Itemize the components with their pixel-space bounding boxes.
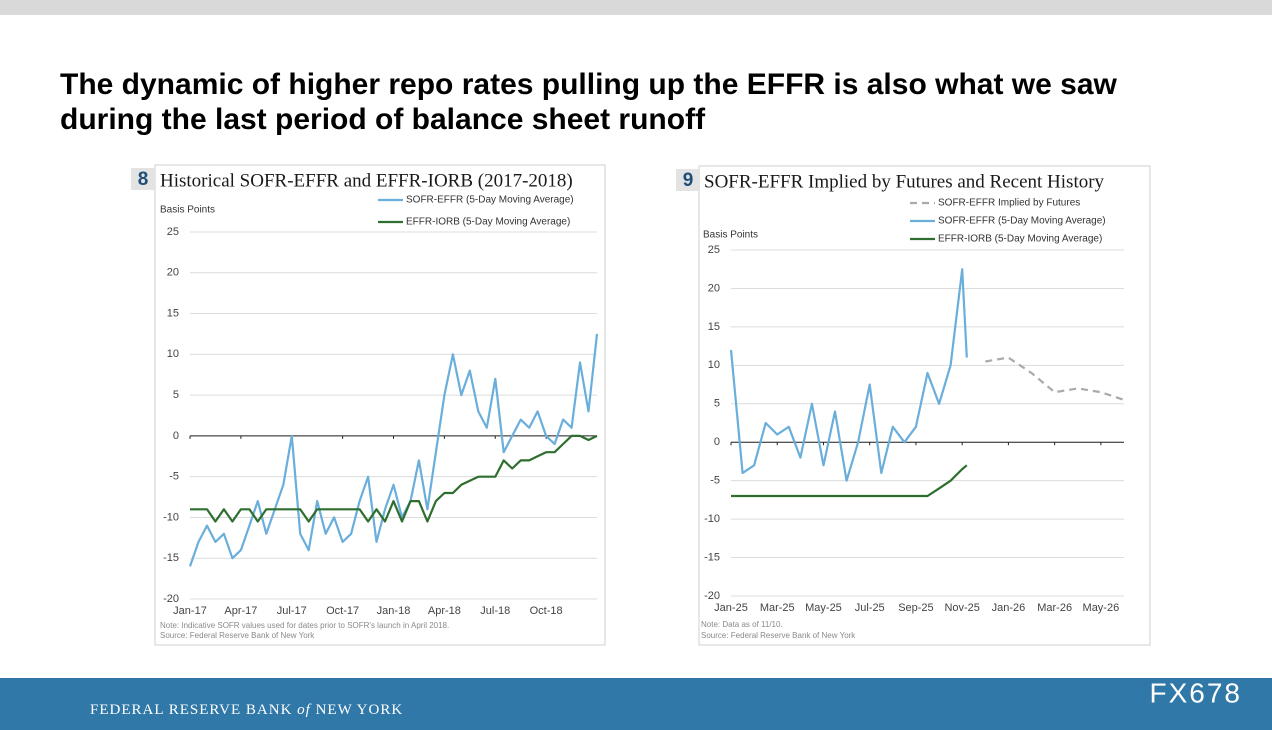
chart-panel	[698, 165, 1151, 646]
y-tick-label: 15	[708, 321, 720, 333]
slide-title: during the last period of balance sheet …	[60, 103, 706, 136]
x-tick-label: Mar-26	[1037, 602, 1072, 614]
chart-note: Note: Data as of 11/10.	[701, 620, 783, 629]
y-tick-label: -15	[163, 552, 179, 564]
y-tick-label: 25	[167, 226, 179, 238]
x-tick-label: Jan-25	[714, 602, 748, 614]
y-tick-label: -10	[704, 513, 720, 525]
y-axis-label: Basis Points	[160, 205, 215, 216]
x-tick-label: Nov-25	[944, 602, 979, 614]
x-tick-label: Oct-18	[530, 605, 563, 617]
watermark: FX678	[1150, 677, 1243, 708]
footer-org-part: of	[297, 702, 312, 718]
footer-org-part: FEDERAL RESERVE BANK	[90, 702, 292, 718]
x-tick-label: Jul-25	[855, 602, 885, 614]
slide-title: The dynamic of higher repo rates pulling…	[60, 68, 1118, 101]
y-tick-label: 10	[708, 359, 720, 371]
y-tick-label: 25	[708, 244, 720, 256]
legend-label: EFFR-IORB (5-Day Moving Average)	[406, 217, 570, 228]
chart-source: Source: Federal Reserve Bank of New York	[701, 631, 856, 640]
x-tick-label: Jan-26	[992, 602, 1026, 614]
legend-label: SOFR-EFFR (5-Day Moving Average)	[406, 195, 574, 206]
chart-badge	[676, 169, 700, 191]
x-tick-label: Sep-25	[898, 602, 933, 614]
y-tick-label: -20	[163, 593, 179, 605]
x-tick-label: Jul-17	[277, 605, 307, 617]
y-tick-label: 10	[167, 348, 179, 360]
x-tick-label: Mar-25	[760, 602, 795, 614]
y-tick-label: 15	[167, 307, 179, 319]
x-tick-label: Jul-18	[480, 605, 510, 617]
y-tick-label: 0	[714, 436, 720, 448]
series-line	[190, 434, 598, 523]
footer-band	[0, 678, 1272, 730]
top-bar	[0, 0, 1272, 15]
series-line	[729, 268, 968, 482]
chart-title: SOFR-EFFR Implied by Futures and Recent …	[704, 171, 1105, 192]
footer-org: FEDERAL RESERVE BANK of NEW YORK	[90, 702, 403, 718]
y-tick-label: -5	[710, 475, 720, 487]
x-tick-label: May-25	[805, 602, 842, 614]
y-tick-label: -5	[169, 471, 179, 483]
chart-badge	[131, 168, 155, 190]
x-tick-label: Apr-18	[428, 605, 461, 617]
series-line	[188, 333, 599, 567]
y-tick-label: 5	[173, 389, 179, 401]
x-tick-label: Apr-17	[224, 605, 257, 617]
x-tick-label: May-26	[1083, 602, 1120, 614]
chart-title: Historical SOFR-EFFR and EFFR-IORB (2017…	[160, 170, 573, 191]
x-tick-label: Jan-18	[377, 605, 411, 617]
legend-label: SOFR-EFFR Implied by Futures	[938, 198, 1080, 209]
footer-org-part: NEW YORK	[316, 702, 404, 718]
y-tick-label: -10	[163, 511, 179, 523]
x-tick-label: Jan-17	[173, 605, 207, 617]
y-axis-label: Basis Points	[703, 230, 758, 241]
chart-source: Source: Federal Reserve Bank of New York	[160, 631, 315, 640]
y-tick-label: 5	[714, 398, 720, 410]
chart-note: Note: Indicative SOFR values used for da…	[160, 621, 449, 630]
chart-number: 8	[138, 169, 149, 190]
legend-label: EFFR-IORB (5-Day Moving Average)	[938, 234, 1102, 245]
y-tick-label: 0	[173, 430, 179, 442]
x-tick-label: Oct-17	[326, 605, 359, 617]
chart-panel	[154, 164, 606, 646]
y-tick-label: -15	[704, 551, 720, 563]
y-tick-label: 20	[708, 282, 720, 294]
chart-number: 9	[683, 170, 694, 191]
legend-label: SOFR-EFFR (5-Day Moving Average)	[938, 216, 1106, 227]
y-tick-label: -20	[704, 590, 720, 602]
series-line	[731, 464, 968, 498]
y-tick-label: 20	[167, 267, 179, 279]
